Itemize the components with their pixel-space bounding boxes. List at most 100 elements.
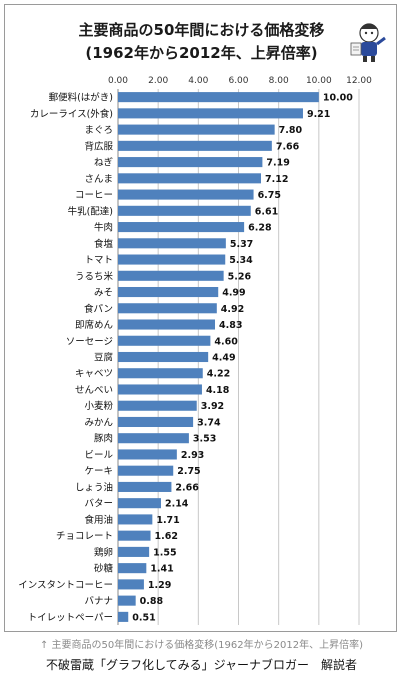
data-label: 6.28 — [248, 223, 272, 234]
bar — [118, 530, 151, 541]
data-label: 7.66 — [276, 141, 300, 152]
bar — [118, 303, 217, 314]
bar — [118, 465, 174, 476]
category-label: 郵便料(はがき) — [49, 92, 113, 104]
data-label: 2.66 — [175, 482, 199, 493]
data-label: 2.75 — [177, 466, 200, 477]
figure-caption: ↑ 主要商品の50年間における価格変移(1962年から2012年、上昇倍率) — [40, 640, 363, 651]
category-label: 牛肉 — [94, 222, 113, 234]
category-label: 鶏卵 — [94, 546, 113, 558]
chart-title: 主要商品の50年間における価格変移 — [78, 21, 325, 39]
category-label: 食パン — [84, 303, 113, 315]
category-label: 砂糖 — [94, 563, 114, 575]
data-label: 4.49 — [212, 353, 235, 364]
bar — [118, 270, 224, 281]
bar — [118, 498, 161, 509]
bar — [118, 368, 203, 379]
x-tick-label: 8.00 — [269, 76, 289, 86]
data-label: 4.60 — [214, 336, 238, 347]
category-label: 牛乳(配達) — [68, 205, 113, 217]
category-label: うるち米 — [75, 270, 114, 282]
data-label: 3.74 — [197, 417, 221, 428]
x-tick-label: 2.00 — [148, 76, 168, 86]
bar — [118, 140, 272, 151]
category-label: 食用油 — [84, 514, 113, 526]
bar — [118, 108, 303, 119]
data-label: 1.62 — [155, 531, 178, 542]
data-label: 3.53 — [193, 434, 216, 445]
bar — [118, 254, 226, 265]
data-label: 5.26 — [228, 271, 252, 282]
category-label: キャベツ — [75, 369, 113, 380]
category-label: トマト — [84, 255, 113, 266]
data-label: 0.51 — [132, 612, 155, 623]
category-label: バター — [84, 499, 113, 510]
bar — [118, 449, 177, 460]
bar — [118, 286, 219, 298]
bar-chart: 0.00 2.00 4.00 6.00 8.00 10.00 12.00 郵便料(はがき) 10… — [18, 76, 372, 625]
data-label: 4.99 — [222, 288, 245, 299]
bar — [118, 335, 211, 346]
data-label: 1.29 — [148, 580, 171, 591]
bar — [118, 319, 216, 330]
data-label: 6.75 — [258, 190, 281, 201]
category-label: 小麦粉 — [84, 400, 113, 412]
bar — [118, 92, 319, 103]
author-credit: 不破雷蔵「グラフ化してみる」ジャーナブロガー 解説者 — [45, 658, 358, 672]
bar — [118, 222, 245, 233]
data-label: 7.80 — [279, 125, 303, 136]
bar — [118, 124, 275, 135]
chart-frame: 主要商品の50年間における価格変移 (1962年から2012年、上昇倍率) 0.… — [4, 4, 397, 632]
data-label: 1.55 — [153, 547, 176, 558]
data-label: 10.00 — [323, 93, 353, 104]
x-tick-label: 10.00 — [306, 76, 332, 86]
category-label: チョコレート — [56, 531, 113, 542]
data-label: 2.14 — [165, 499, 189, 510]
bar — [118, 546, 150, 557]
category-label: 食塩 — [94, 238, 114, 250]
category-label: ビール — [84, 450, 113, 461]
category-label: 豚肉 — [94, 433, 113, 445]
bar — [118, 481, 172, 492]
x-tick-label: 12.00 — [346, 76, 372, 86]
bar — [118, 173, 261, 184]
category-label: ソーセージ — [66, 336, 113, 347]
category-label: 背広服 — [84, 140, 113, 152]
data-label: 4.18 — [206, 385, 230, 396]
data-label: 1.41 — [150, 564, 173, 575]
bar — [118, 579, 144, 590]
data-label: 4.92 — [221, 304, 244, 315]
category-label: みそ — [94, 288, 113, 299]
bar — [118, 514, 153, 525]
category-label: ねぎ — [94, 157, 114, 169]
data-label: 5.37 — [230, 239, 253, 250]
category-label: しょう油 — [75, 481, 113, 493]
data-label: 4.22 — [207, 369, 230, 380]
bar — [118, 433, 189, 444]
x-tick-label: 4.00 — [188, 76, 208, 86]
data-label: 0.88 — [140, 596, 164, 607]
bar — [118, 563, 147, 574]
bar — [118, 189, 254, 200]
data-label: 2.93 — [181, 450, 204, 461]
data-label: 9.21 — [307, 109, 330, 120]
data-label: 7.12 — [265, 174, 288, 185]
category-label: 豆腐 — [94, 352, 113, 364]
bar — [118, 416, 194, 428]
category-label: コーヒー — [75, 190, 113, 201]
bar — [118, 351, 209, 363]
bar — [118, 205, 251, 216]
x-tick-label: 0.00 — [108, 76, 128, 86]
category-label: インスタントコーヒー — [18, 580, 113, 591]
x-tick-label: 6.00 — [228, 76, 248, 86]
mascot-illustration-icon — [350, 23, 386, 62]
chart-subtitle: (1962年から2012年、上昇倍率) — [85, 44, 318, 62]
bar — [118, 157, 263, 168]
category-label: バナナ — [84, 596, 113, 607]
bar — [118, 400, 197, 411]
bar — [118, 238, 226, 249]
bar — [118, 384, 202, 395]
data-label: 6.61 — [255, 206, 278, 217]
bar — [118, 595, 136, 606]
data-label: 1.71 — [156, 515, 179, 526]
